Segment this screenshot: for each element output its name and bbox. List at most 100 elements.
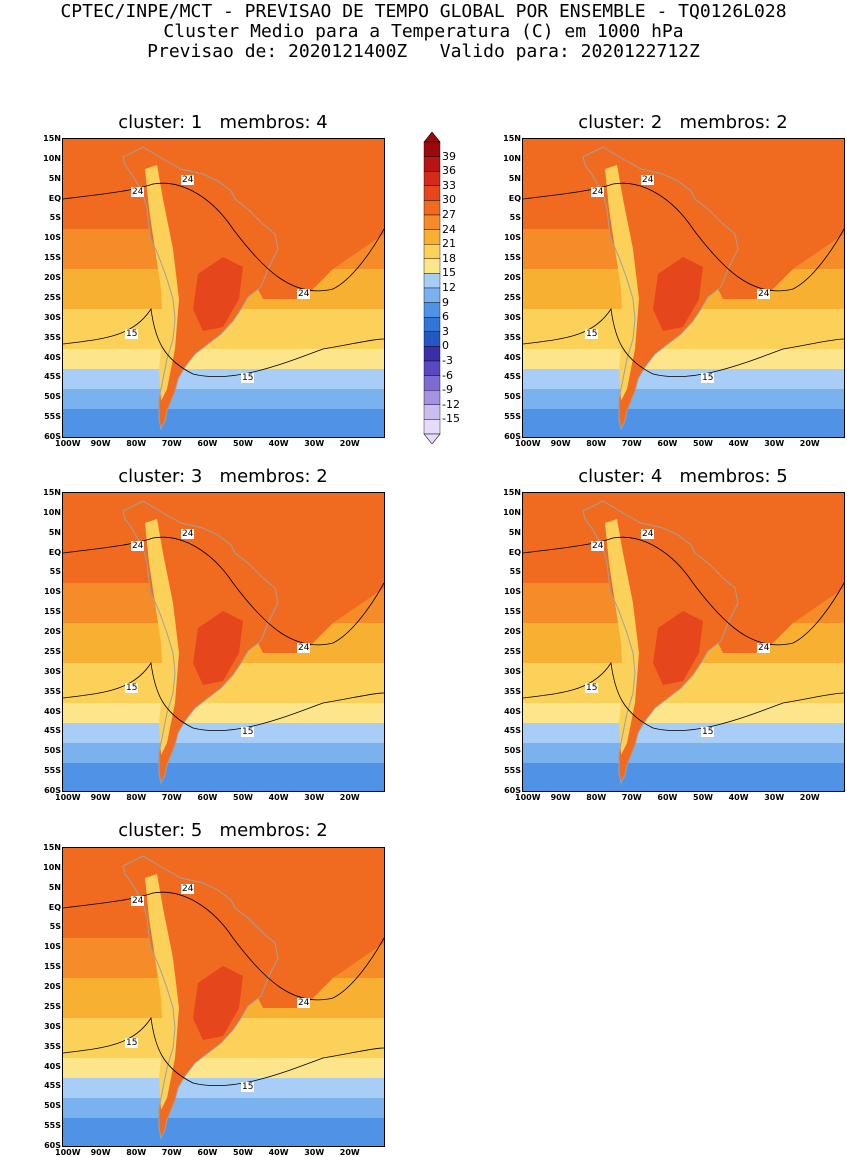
- lat-label: 60S: [44, 1141, 61, 1150]
- contour-label: 24: [641, 529, 655, 539]
- lat-label: 40S: [504, 706, 521, 716]
- lat-label: 15N: [43, 488, 61, 497]
- map-panel-5: 24 24 24 15 15 15N 10N 5N EQ 5S 10S 15S 20S 25S 30S 35S…: [43, 843, 385, 1157]
- temperature-band: [63, 369, 384, 389]
- lon-label: 60W: [197, 793, 218, 802]
- colorbar-top-arrow: [423, 132, 441, 143]
- lat-label: 25S: [44, 646, 61, 656]
- panel-title-5: cluster: 5 membros: 2: [118, 820, 328, 841]
- lat-label: 5N: [508, 527, 521, 537]
- lat-label: 10S: [44, 942, 61, 952]
- temperature-band: [63, 723, 384, 743]
- contour-label: 15: [585, 329, 599, 339]
- lon-label: 20W: [339, 439, 360, 448]
- lon-label: 60W: [197, 439, 218, 448]
- hot-core-region: [653, 257, 703, 331]
- lat-label: 40S: [44, 352, 61, 362]
- temperature-band: [63, 409, 384, 437]
- colorbar: [423, 132, 441, 444]
- lat-label: 60S: [504, 786, 521, 795]
- panel-title-3: cluster: 3 membros: 2: [118, 466, 328, 487]
- contour-label: 24: [297, 289, 311, 299]
- lat-label: 30S: [504, 312, 521, 322]
- temperature-band: [63, 389, 384, 409]
- lat-label: 25S: [44, 1001, 61, 1011]
- andes-cool-strip: [605, 165, 639, 401]
- colorbar-label: -9: [442, 383, 453, 397]
- lat-label: 20S: [504, 627, 521, 637]
- contour-label: 24: [181, 175, 195, 185]
- lat-label: 10N: [503, 153, 521, 163]
- map-panel-2: 24 24 24 15 15 15N 10N 5N EQ 5S 10S 15S 20S 25S 30S 35S…: [503, 134, 845, 448]
- header-line-1: CPTEC/INPE/MCT - PREVISAO DE TEMPO GLOBA…: [60, 1, 787, 22]
- contour-label: 15: [585, 683, 599, 693]
- temperature-band: [63, 1098, 384, 1118]
- lon-label: 40W: [728, 439, 749, 448]
- lon-label: 40W: [268, 1148, 289, 1157]
- temperature-field: [523, 493, 844, 791]
- contour-label: 24: [591, 541, 605, 551]
- lat-label: 30S: [44, 1021, 61, 1031]
- lat-label: 15S: [504, 607, 521, 617]
- temperature-band: [63, 1078, 384, 1098]
- temperature-band: [63, 1118, 384, 1146]
- contour-label: 24: [131, 541, 145, 551]
- lat-label: 45S: [44, 726, 61, 736]
- lat-label: 10S: [504, 587, 521, 597]
- hot-core-region: [653, 611, 703, 685]
- lon-label: 40W: [728, 793, 749, 802]
- lon-label: 100W: [515, 439, 541, 448]
- panel-title-4: cluster: 4 membros: 5: [578, 466, 788, 487]
- lon-label: 40W: [268, 793, 289, 802]
- lat-label: 5S: [509, 213, 521, 223]
- lon-label: 70W: [621, 439, 642, 448]
- hot-core-region: [193, 966, 243, 1040]
- lat-label: 10N: [503, 507, 521, 517]
- header-line-3: Previsao de: 2020121400Z Valido para: 20…: [147, 41, 700, 62]
- lat-label: 15N: [43, 843, 61, 852]
- lon-label: 60W: [197, 1148, 218, 1157]
- colorbar-label: -15: [442, 412, 460, 426]
- andes-cool-strip: [145, 874, 179, 1110]
- lat-label: 55S: [44, 1121, 61, 1131]
- lon-label: 90W: [90, 793, 111, 802]
- colorbar-swatch: [423, 200, 441, 216]
- lat-label: EQ: [48, 902, 61, 912]
- colorbar-label: 30: [442, 193, 456, 207]
- temperature-field: [63, 493, 384, 791]
- colorbar-label: 39: [442, 149, 456, 163]
- lat-label: 10N: [43, 507, 61, 517]
- colorbar-swatch: [423, 360, 441, 376]
- lat-label: 55S: [44, 766, 61, 776]
- colorbar-swatch: [423, 229, 441, 245]
- lat-label: EQ: [508, 193, 521, 203]
- colorbar-swatch: [423, 214, 441, 230]
- colorbar-label: 21: [442, 237, 456, 251]
- lat-label: 40S: [44, 1061, 61, 1071]
- panel-title-1: cluster: 1 membros: 4: [118, 112, 328, 133]
- lon-label: 80W: [586, 439, 607, 448]
- colorbar-label: -12: [442, 397, 460, 411]
- colorbar-label: 18: [442, 251, 456, 265]
- lat-label: 10N: [43, 862, 61, 872]
- lon-label: 20W: [339, 1148, 360, 1157]
- temperature-band: [523, 743, 844, 763]
- contour-label: 24: [641, 175, 655, 185]
- colorbar-swatch: [423, 390, 441, 406]
- lon-label: 90W: [90, 439, 111, 448]
- contour-label: 24: [181, 884, 195, 894]
- lat-label: 10S: [44, 233, 61, 243]
- lon-label: 70W: [161, 793, 182, 802]
- temperature-band: [523, 369, 844, 389]
- andes-cool-strip: [145, 165, 179, 401]
- colorbar-swatch: [423, 302, 441, 318]
- lon-label: 50W: [693, 793, 713, 802]
- lon-label: 40W: [268, 439, 289, 448]
- temperature-band: [523, 723, 844, 743]
- lon-label: 50W: [233, 1148, 253, 1157]
- lon-label: 100W: [515, 793, 541, 802]
- colorbar-swatch: [423, 185, 441, 201]
- colorbar-swatch: [423, 316, 441, 332]
- lon-label: 60W: [657, 439, 678, 448]
- contour-label: 24: [297, 643, 311, 653]
